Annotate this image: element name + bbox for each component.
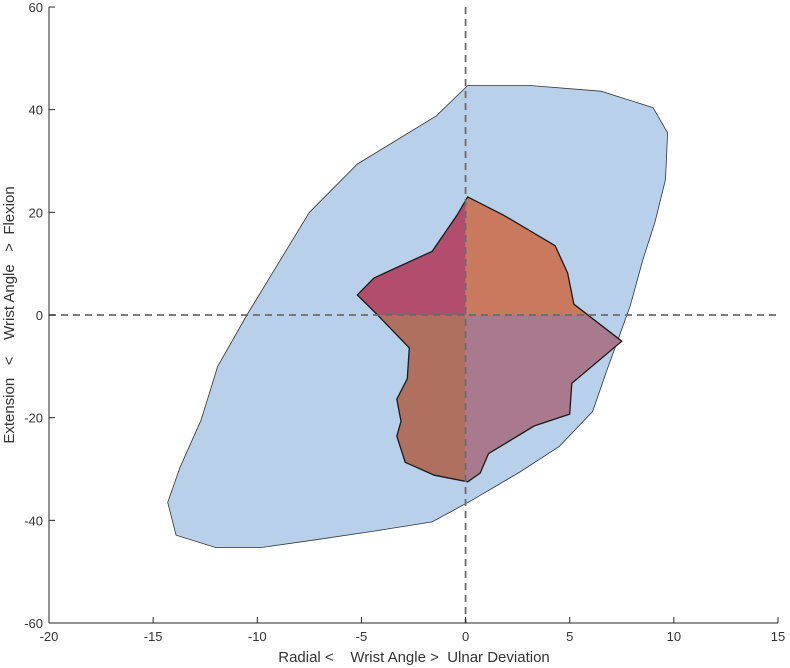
inner-quadrant-upper-left — [357, 200, 466, 315]
y-tick-label: -40 — [24, 513, 43, 528]
x-tick-label: 15 — [771, 629, 785, 644]
x-tick-label: -10 — [248, 629, 267, 644]
y-axis-label: Extension < Wrist Angle > Flexion — [1, 186, 18, 443]
x-tick-label: -20 — [40, 629, 59, 644]
x-tick-label: -15 — [144, 629, 163, 644]
x-tick-label: 10 — [667, 629, 681, 644]
inner-quadrant-lower-left — [377, 315, 466, 482]
y-axis-ticks: -60 -40 -20 0 20 40 60 — [24, 0, 55, 631]
y-tick-label: 60 — [29, 0, 43, 15]
y-tick-label: -20 — [24, 411, 43, 426]
y-tick-label: -60 — [24, 616, 43, 631]
inner-region-outline — [356, 196, 623, 483]
y-tick-label: 40 — [29, 103, 43, 118]
x-axis-ticks: -20 -15 -10 -5 0 5 10 15 — [40, 617, 785, 644]
x-tick-label: 0 — [462, 629, 469, 644]
x-tick-label: 5 — [566, 629, 573, 644]
y-tick-label: 20 — [29, 205, 43, 220]
y-tick-label: 0 — [36, 308, 43, 323]
inner-quadrant-upper-right — [465, 196, 588, 315]
plot-area — [49, 7, 778, 623]
inner-quadrant-lower-right — [465, 315, 622, 482]
x-tick-label: -5 — [356, 629, 368, 644]
x-axis-label: Radial < Wrist Angle > Ulnar Deviation — [278, 649, 550, 666]
